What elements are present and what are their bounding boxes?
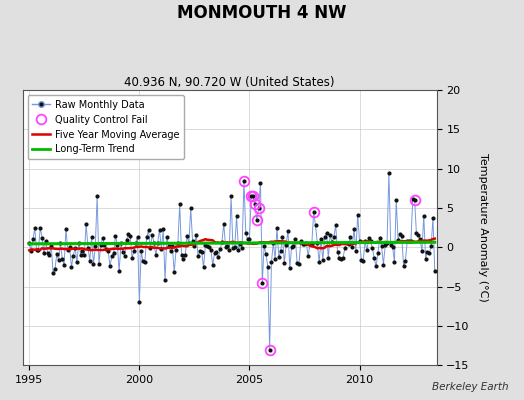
Title: 40.936 N, 90.720 W (United States): 40.936 N, 90.720 W (United States) [124, 76, 335, 89]
Y-axis label: Temperature Anomaly (°C): Temperature Anomaly (°C) [478, 153, 488, 302]
Legend: Raw Monthly Data, Quality Control Fail, Five Year Moving Average, Long-Term Tren: Raw Monthly Data, Quality Control Fail, … [27, 95, 184, 159]
Text: MONMOUTH 4 NW: MONMOUTH 4 NW [177, 4, 347, 22]
Text: Berkeley Earth: Berkeley Earth [432, 382, 508, 392]
